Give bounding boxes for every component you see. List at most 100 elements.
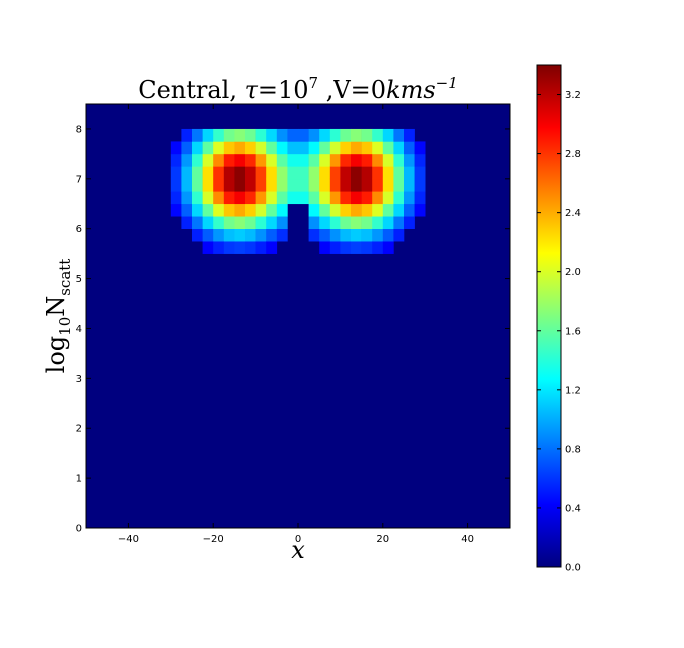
heatmap-cell <box>255 153 267 167</box>
heatmap-cell <box>170 153 182 167</box>
heatmap-cell <box>255 241 267 254</box>
heatmap-cell <box>213 216 225 230</box>
heatmap-cell <box>404 166 415 180</box>
heatmap-cell <box>192 166 203 180</box>
colorbar-tick-label: 0.8 <box>565 444 581 455</box>
heatmap-cell <box>308 216 320 230</box>
x-axis-label: x <box>291 536 305 564</box>
heatmap-cell <box>308 191 320 205</box>
heatmap-cell <box>351 191 362 205</box>
heatmap-cell <box>223 153 235 167</box>
heatmap-cell <box>276 153 288 167</box>
heatmap-cell <box>192 228 203 242</box>
heatmap-cell <box>245 128 256 142</box>
heatmap-cell <box>393 216 405 230</box>
heatmap-cell <box>414 191 426 205</box>
y-tick-label: 4 <box>76 324 82 335</box>
heatmap-cell <box>382 153 394 167</box>
heatmap-cell <box>202 216 214 230</box>
heatmap-cell <box>298 191 309 205</box>
y-axis-label-sub: scatt <box>56 259 74 296</box>
x-axis-ticks: −40 −20 0 20 40 <box>118 104 474 545</box>
heatmap-cell <box>308 153 320 167</box>
heatmap-cell <box>319 178 331 192</box>
heatmap-cell <box>202 153 214 167</box>
heatmap-cell <box>202 178 214 192</box>
heatmap-cell <box>192 203 203 217</box>
x-tick-label: 40 <box>461 534 474 545</box>
heatmap-cell <box>223 191 235 205</box>
heatmap-cell <box>404 128 415 142</box>
heatmap-cell <box>266 241 278 254</box>
heatmap-cell <box>192 191 203 205</box>
heatmap-cell <box>414 153 426 167</box>
y-tick-label: 5 <box>76 274 82 285</box>
heatmap-cell <box>351 228 362 242</box>
heatmap-cell <box>234 153 246 167</box>
title-tau-exp: 7 <box>309 74 319 92</box>
heatmap-cell <box>361 178 373 192</box>
colorbar-tick-label: 0.0 <box>565 563 581 574</box>
heatmap-cell <box>276 216 288 230</box>
heatmap-cell <box>223 228 235 242</box>
heatmap-cell <box>361 228 373 242</box>
heatmap-cell <box>255 128 267 142</box>
heatmap-cell <box>298 166 309 180</box>
colorbar-tick-label: 2.0 <box>565 267 581 278</box>
heatmap-cell <box>372 178 384 192</box>
heatmap-cell <box>213 166 225 180</box>
heatmap-cell <box>192 128 203 142</box>
heatmap-cell <box>393 128 405 142</box>
y-axis-label-log-base: 10 <box>56 317 74 336</box>
heatmap-plot-area: −40 −20 0 20 40 0 1 2 3 4 5 6 7 8 <box>76 103 511 545</box>
colorbar-tick-label: 1.2 <box>565 385 581 396</box>
heatmap-cell <box>170 191 182 205</box>
heatmap-cell <box>213 228 225 242</box>
heatmap-cell <box>393 166 405 180</box>
heatmap-cell <box>255 228 267 242</box>
heatmap-cell <box>319 216 331 230</box>
heatmap-cell <box>266 166 278 180</box>
heatmap-cell <box>213 178 225 192</box>
heatmap-cell <box>192 216 203 230</box>
heatmap-cell <box>245 153 256 167</box>
heatmap-cell <box>393 178 405 192</box>
heatmap-cell <box>287 178 299 192</box>
heatmap-cell <box>361 216 373 230</box>
heatmap-cell <box>382 128 394 142</box>
heatmap-cell <box>404 178 415 192</box>
heatmap-cell <box>361 203 373 217</box>
colorbar: 0.0 0.4 0.8 1.2 1.6 2.0 2.4 2.8 3.2 <box>536 64 581 574</box>
heatmap-cell <box>287 128 299 142</box>
x-tick-label: 0 <box>295 534 301 545</box>
heatmap-cell <box>361 241 373 254</box>
heatmap-cell <box>255 216 267 230</box>
heatmap-cell <box>234 228 246 242</box>
heatmap-cell <box>255 203 267 217</box>
heatmap-cell <box>255 178 267 192</box>
heatmap-cell <box>223 141 235 155</box>
x-tick-label: −40 <box>118 534 139 545</box>
heatmap-cell <box>329 216 341 230</box>
title-units: kms <box>386 76 436 104</box>
heatmap-cell <box>372 166 384 180</box>
heatmap-cell <box>287 166 299 180</box>
heatmap-cell <box>382 166 394 180</box>
heatmap-cell <box>213 128 225 142</box>
title-units-exp: −1 <box>436 74 458 92</box>
title-prefix: Central, <box>138 76 244 104</box>
heatmap-cell <box>234 203 246 217</box>
colorbar-tick-label: 3.2 <box>565 90 581 101</box>
heatmap-cell <box>351 203 362 217</box>
heatmap-cell <box>192 141 203 155</box>
heatmap-cell <box>234 141 246 155</box>
heatmap-cell <box>329 228 341 242</box>
heatmap-cell <box>298 128 309 142</box>
colorbar-gradient <box>536 64 562 568</box>
heatmap-cell <box>372 153 384 167</box>
heatmap-cell <box>361 166 373 180</box>
heatmap-cell <box>234 216 246 230</box>
heatmap-cell <box>404 153 415 167</box>
colorbar-tick-label: 0.4 <box>565 503 581 514</box>
